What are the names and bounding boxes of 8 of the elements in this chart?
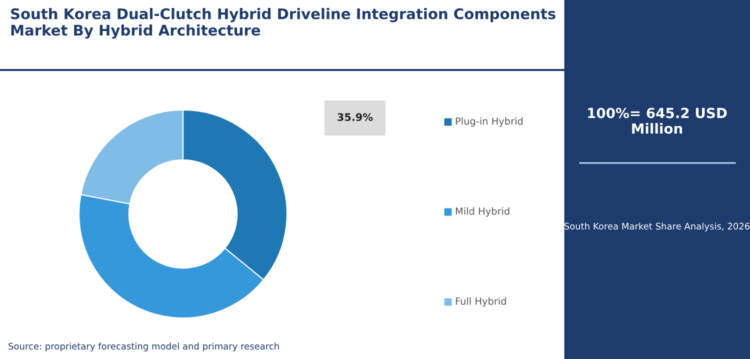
source-note: Source: proprietary forecasting model and primary research <box>8 342 279 352</box>
legend-label: Full Hybrid <box>456 297 506 307</box>
legend-label: Plug-in Hybrid <box>456 117 523 127</box>
chart-title: South Korea Dual-Clutch Hybrid Driveline Integration Components Market By Hybrid Architecture <box>11 8 556 39</box>
text: 100%= 645.2 USD Million <box>588 108 727 134</box>
text: South Korea Market Share Analysis, 2026 <box>564 222 750 232</box>
data-label: 35.9% <box>338 113 373 122</box>
legend-label: Mild Hybrid <box>456 207 510 217</box>
